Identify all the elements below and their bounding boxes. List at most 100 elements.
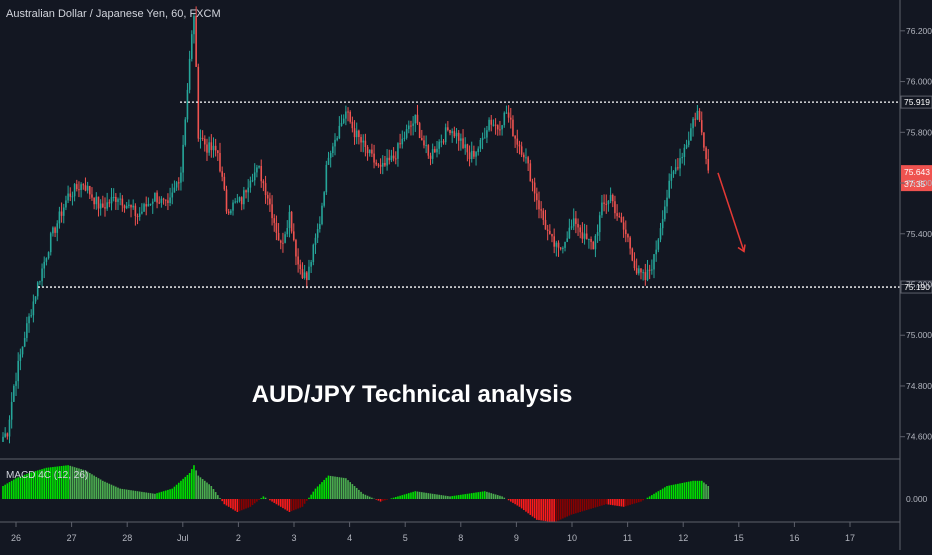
candle-body	[329, 152, 332, 158]
candle-body	[230, 210, 232, 214]
current-price-label: 75.643	[904, 167, 930, 177]
candle-body	[397, 143, 399, 159]
candle-body	[627, 234, 629, 238]
candle-body	[123, 205, 126, 209]
candle-body	[679, 158, 681, 169]
candle-body	[21, 346, 24, 355]
candle-body	[427, 145, 430, 156]
x-tick-label: 16	[789, 533, 799, 543]
candle-body	[394, 158, 397, 160]
candle-body	[371, 149, 373, 154]
candle-body	[629, 237, 631, 249]
candle-body	[234, 201, 236, 203]
candle-body	[687, 140, 690, 145]
x-tick-label: 4	[347, 533, 352, 543]
candle-body	[160, 198, 163, 203]
candle-body	[438, 141, 440, 149]
candle-body	[442, 141, 445, 143]
candle-body	[431, 149, 434, 159]
candle-body	[570, 226, 573, 228]
candle-body	[67, 193, 69, 201]
candle-body	[390, 155, 393, 161]
candle-body	[436, 148, 438, 153]
candle-body	[95, 196, 98, 205]
candle-body	[353, 128, 356, 138]
candle-body	[447, 127, 449, 131]
candle-body	[375, 162, 378, 165]
candle-body	[360, 137, 362, 143]
resistance-label-box	[900, 95, 932, 109]
candle-body	[121, 198, 124, 206]
overlay-title: AUD/JPY Technical analysis	[252, 381, 573, 408]
candle-body	[319, 224, 321, 230]
candle-body	[49, 233, 52, 253]
candle-body	[154, 192, 156, 202]
candle-body	[84, 185, 87, 191]
candle-body	[306, 272, 308, 281]
candle-body	[564, 241, 566, 248]
candle-body	[221, 171, 223, 177]
level-lines: 75.919 75.190 75.643 37:35	[38, 95, 932, 294]
candle-body	[379, 164, 382, 167]
candle-body	[89, 185, 91, 195]
candle-body	[97, 196, 100, 209]
candle-body	[321, 205, 323, 225]
candle-body	[286, 228, 289, 235]
candle-body	[297, 256, 299, 265]
candle-body	[275, 222, 278, 233]
candle-body	[674, 167, 677, 172]
candle-body	[201, 137, 204, 139]
candle-body	[364, 140, 367, 147]
candle-body	[340, 122, 343, 126]
candle-body	[91, 194, 93, 198]
candle-body	[32, 301, 35, 316]
candle-body	[581, 232, 584, 239]
candle-body	[232, 202, 234, 211]
candle-body	[666, 197, 668, 207]
candle-body	[75, 184, 78, 190]
candle-body	[206, 144, 208, 153]
candle-body	[401, 138, 404, 145]
candle-body	[477, 148, 480, 153]
candle-body	[440, 141, 443, 143]
candle-body	[199, 137, 202, 139]
candle-body	[69, 193, 72, 197]
candle-body	[473, 150, 475, 157]
candle-body	[41, 268, 43, 282]
candle-body	[310, 262, 312, 267]
candle-body	[681, 156, 684, 159]
x-tick-label: 27	[67, 533, 77, 543]
candle-body	[609, 195, 612, 201]
candle-body	[158, 202, 161, 204]
candle-body	[444, 127, 447, 143]
candle-body	[449, 130, 451, 134]
candle-body	[47, 252, 50, 259]
candle-body	[434, 149, 436, 153]
candle-body	[514, 136, 516, 139]
candle-body	[523, 154, 525, 158]
candle-body	[481, 137, 484, 140]
candle-body	[13, 385, 15, 402]
candle-body	[212, 145, 215, 151]
candle-body	[594, 235, 597, 250]
current-price-tag	[901, 165, 932, 192]
candle-body	[549, 230, 551, 234]
candle-body	[664, 206, 666, 220]
candle-body	[190, 34, 193, 59]
candle-body	[518, 144, 521, 147]
x-tick-label: 5	[403, 533, 408, 543]
candle-body	[104, 207, 106, 209]
candle-body	[251, 180, 254, 182]
candle-body	[351, 121, 354, 129]
candle-body	[214, 145, 217, 151]
macd-title: MACD 4C (12, 26)	[6, 470, 88, 481]
candle-body	[60, 211, 63, 216]
y-tick-label: 76.200	[906, 26, 932, 36]
candle-body	[635, 268, 638, 274]
candle-body	[651, 269, 653, 271]
candle-body	[392, 155, 395, 159]
candle-body	[355, 130, 358, 138]
candle-body	[616, 213, 618, 217]
candle-body	[368, 149, 371, 154]
